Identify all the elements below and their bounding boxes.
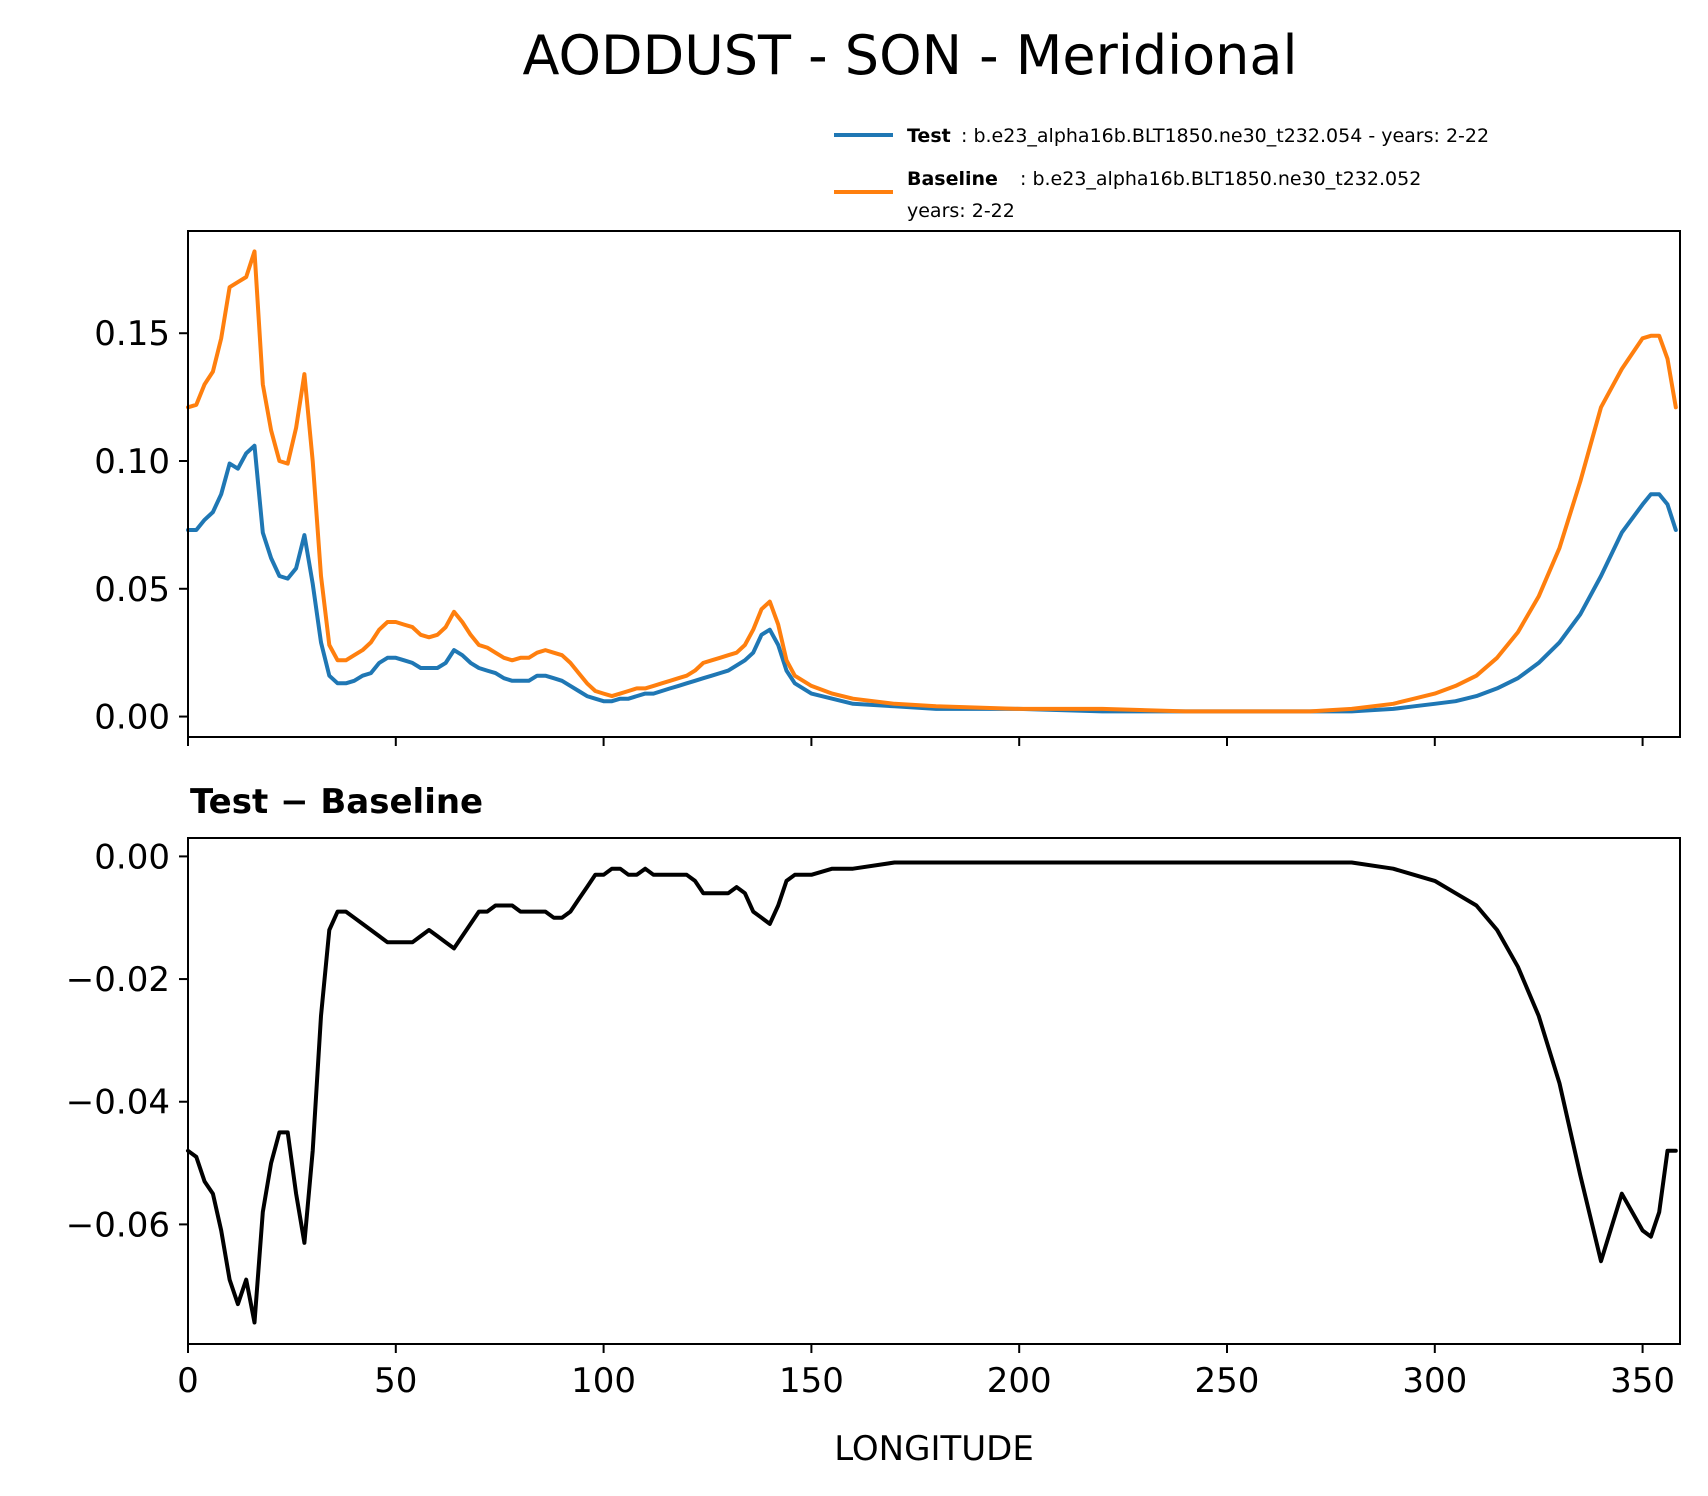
y-tick-label: −0.02 bbox=[66, 960, 170, 1000]
top-x-ticks bbox=[187, 737, 1644, 746]
legend-test-label: Test bbox=[907, 125, 951, 147]
series-line-difference bbox=[186, 860, 1678, 1325]
x-tick-label: 0 bbox=[177, 1361, 199, 1401]
y-tick-label: 0.05 bbox=[94, 570, 170, 610]
legend-baseline-desc2: years: 2-22 bbox=[907, 200, 1015, 222]
bottom-series-group bbox=[186, 860, 1678, 1325]
legend: Test : b.e23_alpha16b.BLT1850.ne30_t232.… bbox=[834, 125, 1489, 222]
bottom-panel-title: Test − Baseline bbox=[190, 782, 483, 822]
bottom-panel: Test − Baseline 0.00 −0.02 −0.04 −0.06 0 50 1… bbox=[66, 782, 1681, 1469]
top-panel: 0.00 0.05 0.10 0.15 bbox=[94, 230, 1681, 746]
series-line-baseline bbox=[186, 249, 1678, 714]
bottom-x-ticks: 0 50 100 150 200 250 300 350 bbox=[177, 1344, 1675, 1401]
legend-baseline-desc: : b.e23_alpha16b.BLT1850.ne30_t232.052 bbox=[1020, 168, 1421, 190]
x-tick-label: 300 bbox=[1402, 1361, 1467, 1401]
x-tick-label: 50 bbox=[374, 1361, 417, 1401]
x-tick-label: 150 bbox=[779, 1361, 844, 1401]
y-tick-label: 0.15 bbox=[94, 314, 170, 354]
x-tick-label: 250 bbox=[1195, 1361, 1260, 1401]
top-y-ticks: 0.00 0.05 0.10 0.15 bbox=[94, 314, 188, 738]
top-series-group bbox=[186, 249, 1678, 714]
top-plot-frame bbox=[187, 230, 1681, 738]
y-tick-label: 0.00 bbox=[94, 698, 170, 738]
legend-baseline-label: Baseline bbox=[907, 168, 998, 190]
x-tick-label: 200 bbox=[987, 1361, 1052, 1401]
y-tick-label: 0.00 bbox=[94, 837, 170, 877]
y-tick-label: −0.04 bbox=[66, 1083, 170, 1123]
figure-title: AODDUST - SON - Meridional bbox=[523, 24, 1298, 87]
bottom-y-ticks: 0.00 −0.02 −0.04 −0.06 bbox=[66, 837, 188, 1245]
series-line-test bbox=[186, 443, 1678, 714]
x-tick-label: 350 bbox=[1610, 1361, 1675, 1401]
bottom-plot-frame bbox=[187, 837, 1681, 1345]
y-tick-label: 0.10 bbox=[94, 442, 170, 482]
y-tick-label: −0.06 bbox=[66, 1205, 170, 1245]
legend-test-desc: : b.e23_alpha16b.BLT1850.ne30_t232.054 -… bbox=[961, 125, 1489, 147]
x-tick-label: 100 bbox=[571, 1361, 636, 1401]
x-axis-label: LONGITUDE bbox=[834, 1429, 1034, 1469]
